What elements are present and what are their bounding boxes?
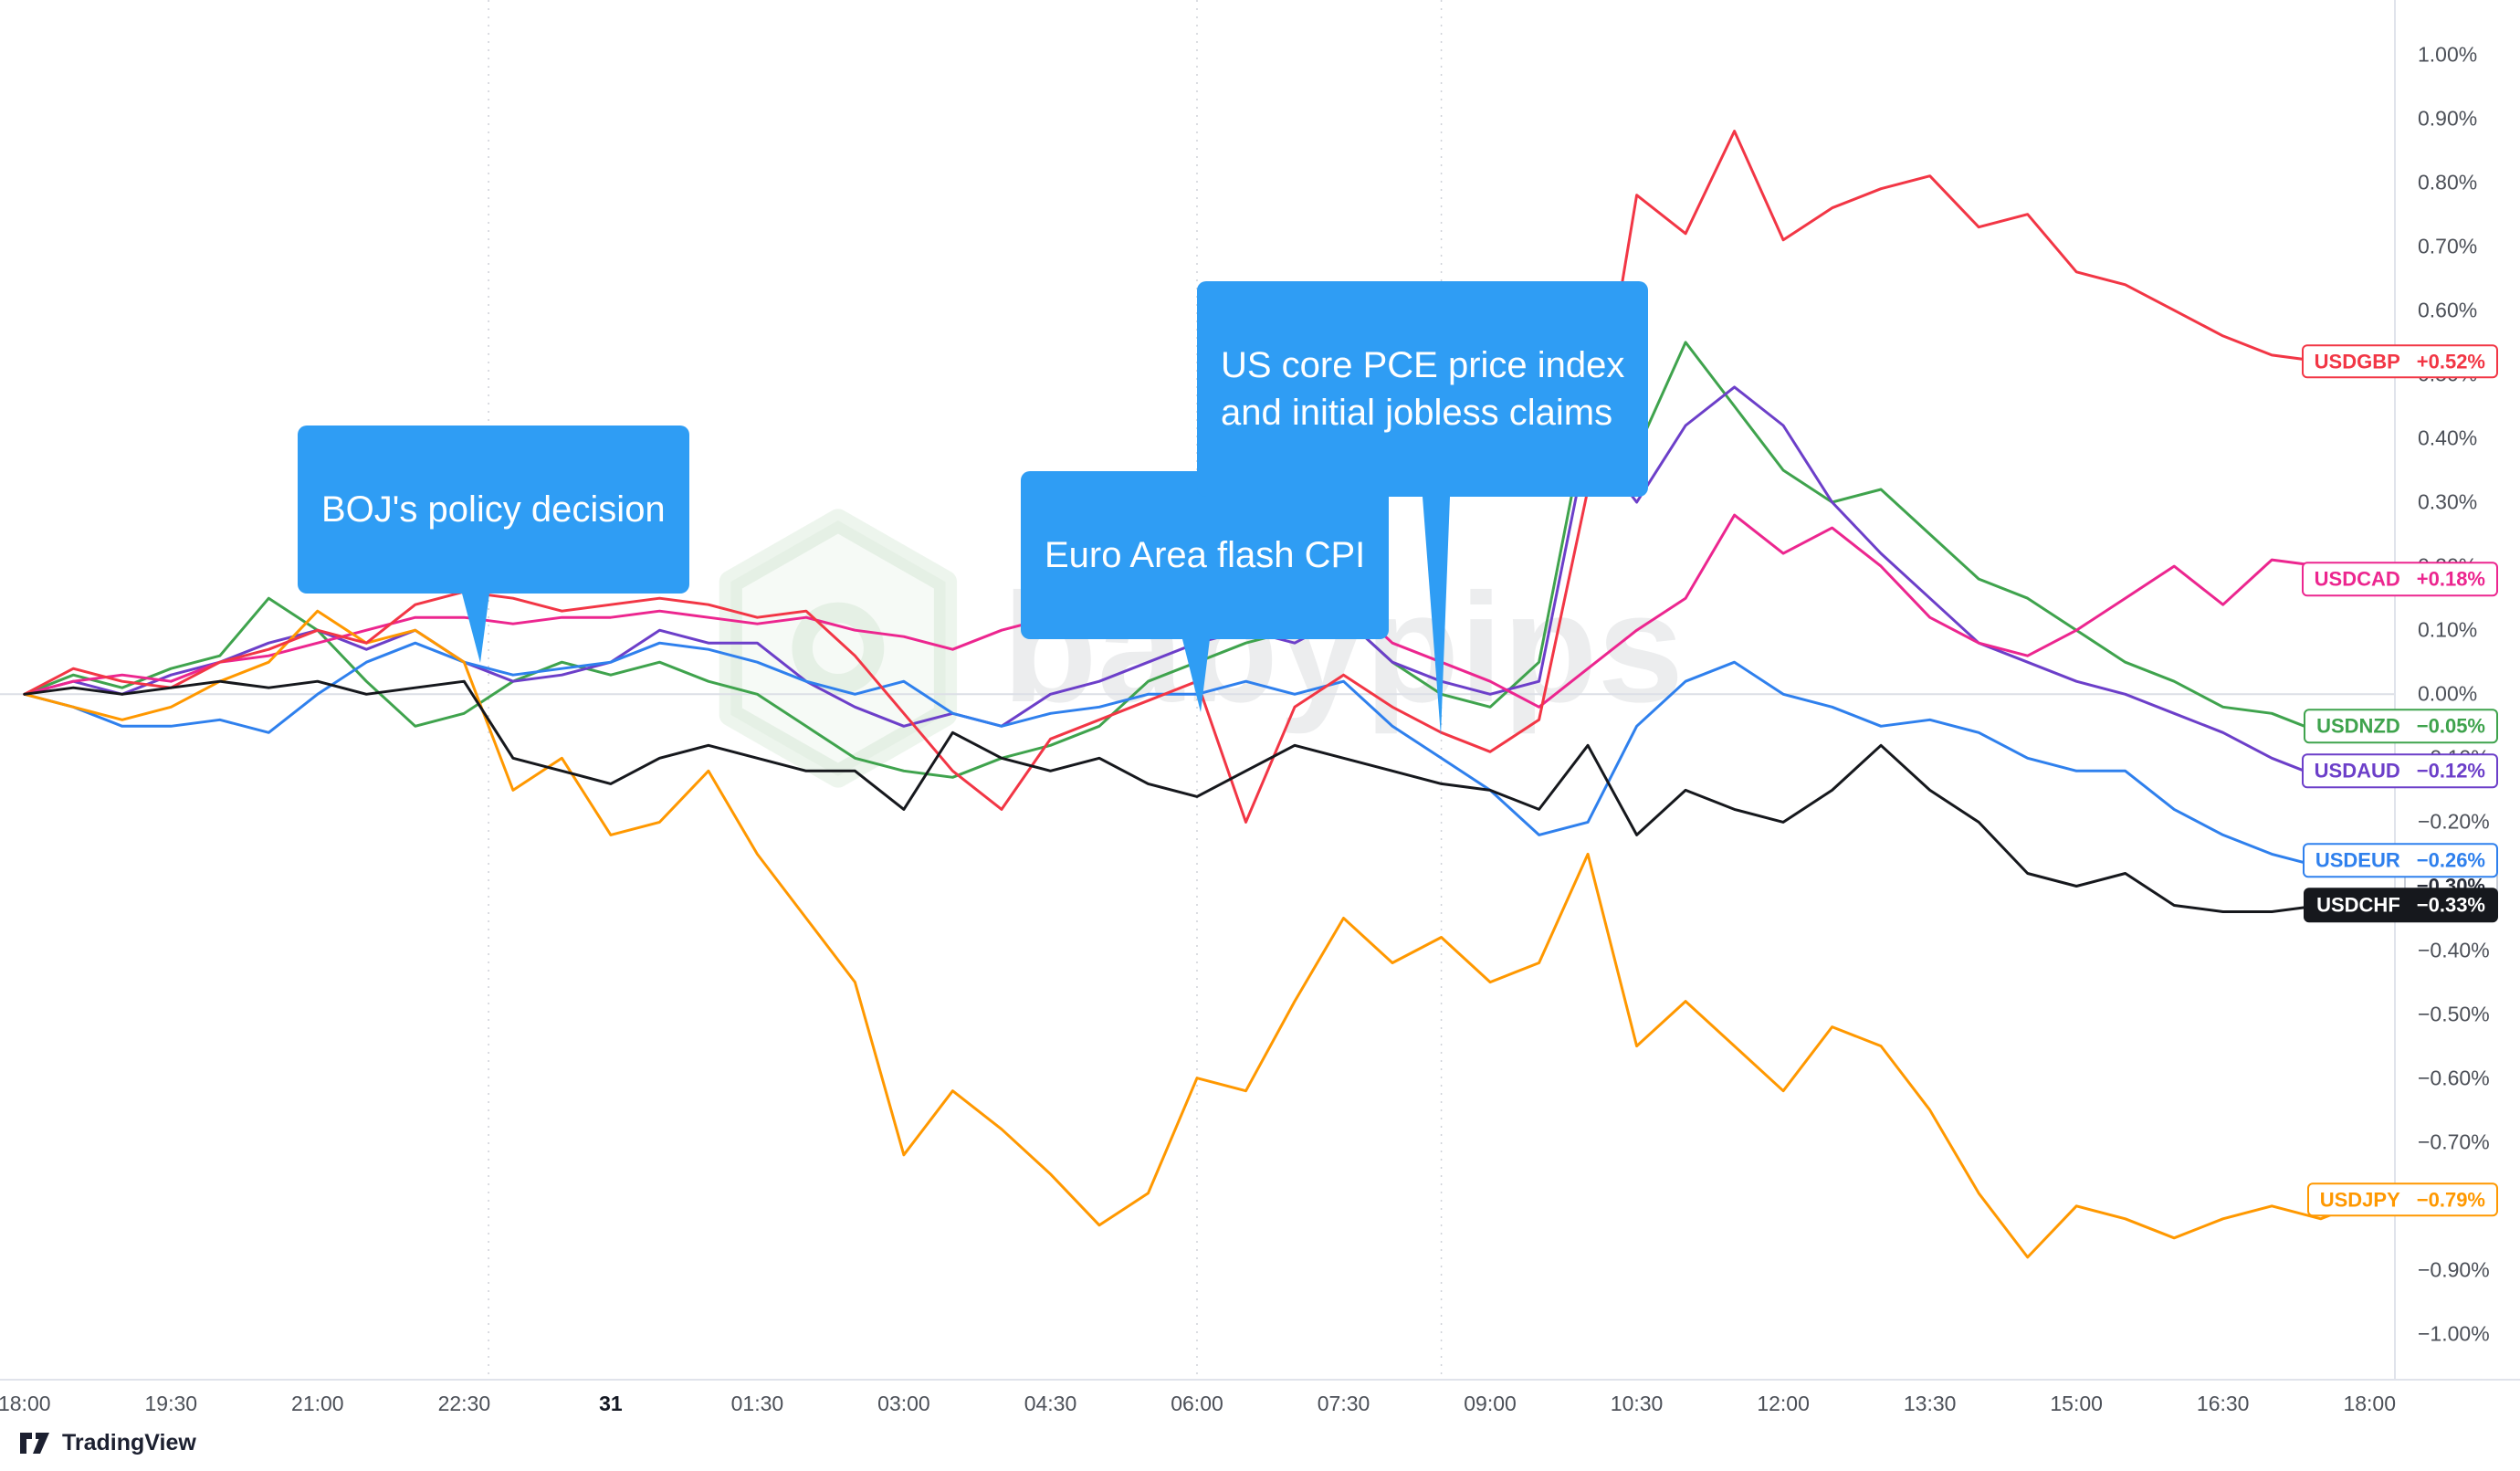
annotation-us-core-pce[interactable]: US core PCE price index and initial jobl… [1197,281,1649,736]
x-axis-tick: 31 [599,1392,623,1415]
x-axis-tick: 18:00 [2343,1392,2397,1415]
x-axis-tick: 15:00 [2050,1392,2103,1415]
price-chart-pane[interactable]: babypips BOJ's policy decision Euro Area… [0,0,2394,1379]
y-axis-tick: 1.00% [2418,42,2478,67]
y-axis-tick: 0.40% [2418,426,2478,450]
annotation-pointer [1182,639,1211,712]
x-axis-tick: 10:30 [1610,1392,1664,1415]
x-axis-tick: 07:30 [1317,1392,1370,1415]
x-axis-tick: 22:30 [437,1392,491,1415]
y-axis-tick: 0.20% [2418,553,2478,578]
x-axis-tick: 21:00 [291,1392,344,1415]
y-axis-tick: −1.00% [2418,1321,2490,1346]
y-axis-tick: 0.60% [2418,298,2478,322]
tradingview-logo-text: TradingView [62,1430,196,1455]
annotation-text: US core PCE price index and initial jobl… [1221,345,1625,433]
price-axis[interactable]: 1.00% 0.90% 0.80% 0.70% 0.60% 0.50% 0.40% 0.30%… [2394,0,2520,1379]
x-axis-tick: 13:30 [1903,1392,1957,1415]
y-axis-tick: −0.90% [2418,1257,2490,1282]
y-axis-tick: 0.00% [2418,681,2478,706]
y-axis-tick: −0.30% [2418,873,2490,898]
tradingview-attribution[interactable]: TradingView [20,1430,196,1456]
series-line-USDCHF[interactable] [23,679,2371,913]
y-axis-tick: −0.40% [2418,938,2490,962]
y-axis-tick: −0.60% [2418,1066,2490,1090]
annotation-pointer [462,594,490,663]
x-axis-tick: 19:30 [144,1392,198,1415]
annotation-text: BOJ's policy decision [321,489,666,530]
y-axis-tick: −0.50% [2418,1002,2490,1026]
series-line-USDJPY[interactable] [23,609,2371,1259]
x-axis-tick: 18:00 [0,1392,51,1415]
x-axis-tick: 16:30 [2196,1392,2250,1415]
x-axis-tick: 01:30 [730,1392,784,1415]
y-axis-tick: 0.80% [2418,170,2478,194]
y-axis-tick: −0.80% [2418,1193,2490,1218]
annotation-pointer [1423,497,1451,736]
y-axis-tick: 0.30% [2418,489,2478,514]
annotation-boj-policy-decision[interactable]: BOJ's policy decision [298,426,689,663]
y-axis-tick: −0.20% [2418,809,2490,834]
annotation-text: Euro Area flash CPI [1045,535,1366,575]
y-axis-tick: −0.10% [2418,745,2490,770]
annotation-euro-area-flash-cpi[interactable]: Euro Area flash CPI [1021,471,1390,712]
x-axis-tick: 06:00 [1171,1392,1223,1415]
y-axis-tick: 0.50% [2418,362,2478,386]
x-axis-tick: 12:00 [1757,1392,1810,1415]
y-axis-tick: 0.10% [2418,617,2478,642]
x-axis-tick: 03:00 [877,1392,930,1415]
x-axis-tick: 09:00 [1464,1392,1517,1415]
tradingview-logo-icon [20,1432,49,1454]
y-axis-tick: 0.90% [2418,106,2478,131]
time-axis[interactable]: 18:00 19:30 21:00 22:30 31 01:30 03:00 04:30 06:… [0,1379,2520,1428]
y-axis-tick: −0.70% [2418,1130,2490,1154]
x-axis-tick: 04:30 [1024,1392,1077,1415]
y-axis-tick: 0.70% [2418,234,2478,258]
